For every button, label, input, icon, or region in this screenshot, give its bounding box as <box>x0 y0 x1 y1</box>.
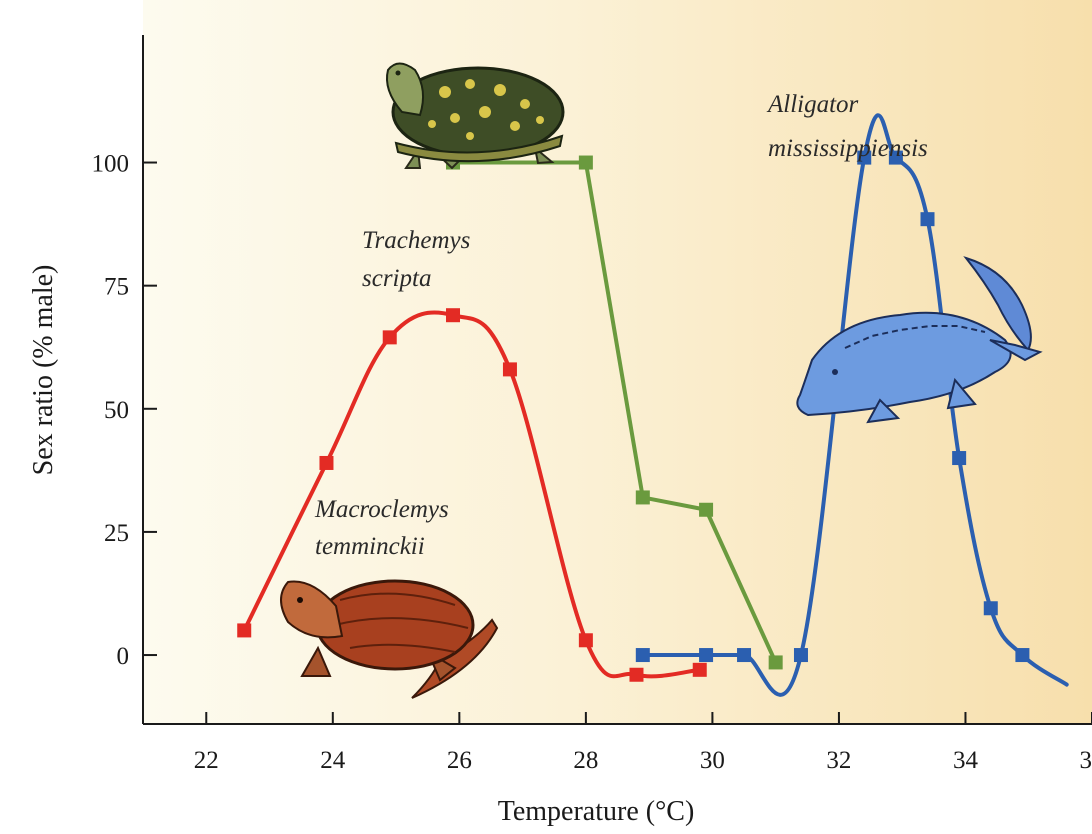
x-tick-label: 28 <box>573 747 598 774</box>
axes <box>142 35 1092 725</box>
data-point <box>319 455 334 470</box>
data-point <box>502 362 517 377</box>
data-point <box>737 648 752 663</box>
data-point <box>768 655 783 670</box>
data-point <box>952 451 967 466</box>
x-axis-title: Temperature (°C) <box>498 796 695 827</box>
data-point <box>635 648 650 663</box>
x-tick-label: 24 <box>320 747 346 774</box>
label-alligator-line1: Alligator <box>766 91 859 118</box>
data-point <box>635 490 650 505</box>
data-point <box>699 648 714 663</box>
data-point <box>920 212 935 227</box>
data-point <box>446 308 461 323</box>
box-turtle-icon <box>386 62 565 170</box>
data-point <box>888 150 903 165</box>
x-tick-label: 36 <box>1080 747 1092 774</box>
snapping-turtle-icon <box>280 579 499 699</box>
x-tick-label: 32 <box>826 747 851 774</box>
data-point <box>237 623 252 638</box>
label-macroclemys-line2: temminckii <box>315 533 425 560</box>
series-line <box>640 113 1069 697</box>
x-tick-label: 26 <box>447 747 472 774</box>
label-trachemys-line1: Trachemys <box>362 227 470 254</box>
data-point <box>699 502 714 517</box>
y-ticks: 0 25 50 75 100 <box>92 151 157 670</box>
data-point <box>793 648 808 663</box>
label-macroclemys-line1: Macroclemys <box>314 496 449 523</box>
label-trachemys-line2: scripta <box>362 265 431 292</box>
y-axis-title: Sex ratio (% male) <box>28 265 59 476</box>
data-point <box>857 150 872 165</box>
y-tick-label: 25 <box>104 520 129 547</box>
y-tick-label: 0 <box>117 643 130 670</box>
x-tick-label: 30 <box>700 747 725 774</box>
series-alligator <box>635 113 1069 697</box>
label-alligator-line2: mississippiensis <box>768 135 928 162</box>
y-tick-label: 100 <box>92 151 130 178</box>
data-point <box>382 330 397 345</box>
y-tick-label: 50 <box>104 397 129 424</box>
alligator-icon <box>796 256 1043 424</box>
data-point <box>1015 648 1030 663</box>
x-tick-label: 22 <box>194 747 219 774</box>
data-point <box>692 662 707 677</box>
series-macroclemys <box>237 308 707 682</box>
x-ticks: 22 24 26 28 30 32 34 36 <box>194 712 1092 774</box>
data-point <box>983 601 998 616</box>
y-tick-label: 75 <box>104 274 129 301</box>
data-point <box>578 633 593 648</box>
data-point <box>629 667 644 682</box>
x-tick-label: 34 <box>953 747 979 774</box>
data-point <box>578 155 593 170</box>
